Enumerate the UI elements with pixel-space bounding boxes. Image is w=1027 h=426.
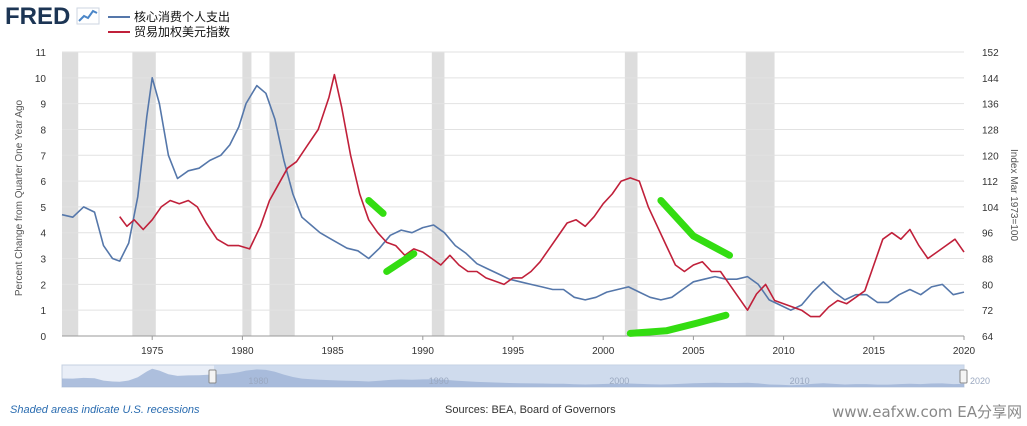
fred-logo-graph-icon: [76, 7, 100, 25]
y-right-tick-label: 72: [982, 306, 994, 317]
x-tick-label: 1995: [502, 346, 525, 357]
recession-band-2: [242, 52, 252, 336]
annotation-stroke-0: [365, 197, 387, 217]
recession-band-4: [431, 52, 445, 336]
series-line-dollar-index: [119, 73, 965, 318]
series-layer: [61, 73, 965, 318]
annotation-stroke-1: [383, 250, 418, 275]
navigator-tick-label: 1980: [248, 376, 268, 386]
y-right-tick-label: 152: [982, 48, 999, 59]
navigator-area: [62, 368, 964, 387]
y-right-tick-label: 104: [982, 203, 999, 214]
legend-label-core-pce: 核心消费个人支出: [134, 10, 230, 24]
navigator-tick-label: 2020: [970, 376, 990, 386]
navigator-handle-right[interactable]: [959, 369, 968, 384]
x-tick-label: 1980: [231, 346, 254, 357]
x-tick-label: 2000: [592, 346, 615, 357]
y-right-tick-label: 136: [982, 100, 999, 111]
y-axis-right-ticks: 64 72 80 88 96 104 112 120 128 136 144 152: [982, 48, 999, 343]
x-tick-label: 2015: [863, 346, 886, 357]
y-right-tick-label: 96: [982, 229, 994, 240]
y-left-tick-label: 7: [40, 151, 46, 162]
y-left-tick-label: 4: [40, 229, 46, 240]
recession-band-6: [745, 52, 775, 336]
navigator-ticks: 1980 1990 2000 2010 2020: [248, 376, 990, 386]
x-tick-label: 1990: [412, 346, 435, 357]
navigator[interactable]: 1980 1990 2000 2010 2020: [61, 364, 990, 388]
y-right-tick-label: 80: [982, 280, 994, 291]
navigator-handle-left[interactable]: [208, 369, 217, 384]
y-left-tick-label: 8: [40, 125, 46, 136]
y-right-tick-label: 144: [982, 74, 999, 85]
x-tick-label: 1975: [141, 346, 164, 357]
y-right-tick-label: 112: [982, 177, 998, 188]
y-right-tick-label: 128: [982, 125, 999, 136]
y-axis-left-title: Percent Change from Quarter One Year Ago: [14, 99, 25, 296]
x-axis-ticks: 1975 1980 1985 1990 1995 2000 2005 2010 2015 2020: [141, 336, 976, 357]
sources-text: Sources: BEA, Board of Governors: [445, 404, 616, 416]
recession-band-0: [62, 52, 79, 336]
watermark: www.eafxw.com EA分享网: [832, 403, 1022, 421]
gridlines: [62, 51, 964, 337]
navigator-tick-label: 2010: [790, 376, 810, 386]
x-tick-label: 2020: [953, 346, 976, 357]
y-left-tick-label: 6: [40, 177, 46, 188]
y-right-tick-label: 64: [982, 332, 994, 343]
y-left-tick-label: 1: [40, 306, 46, 317]
recession-band-5: [624, 52, 638, 336]
y-left-tick-label: 2: [40, 280, 46, 291]
x-tick-label: 1985: [321, 346, 344, 357]
y-right-tick-label: 88: [982, 255, 994, 266]
annotation-stroke-2: [657, 197, 733, 259]
navigator-tick-label: 2000: [609, 376, 629, 386]
y-left-tick-label: 10: [35, 74, 47, 85]
navigator-tick-label: 1990: [429, 376, 449, 386]
y-left-tick-label: 9: [40, 100, 46, 111]
recession-band-1: [132, 52, 156, 336]
annotation-strokes: [365, 197, 733, 337]
y-left-tick-label: 3: [40, 255, 46, 266]
y-axis-right-title: Index Mar 1973=100: [1008, 149, 1019, 241]
y-axis-left-ticks: 0 1 2 3 4 5 6 7 8 9 10 11: [35, 48, 47, 343]
recession-note: Shaded areas indicate U.S. recessions: [10, 404, 200, 416]
y-left-tick-label: 11: [36, 48, 47, 59]
y-left-tick-label: 5: [40, 203, 46, 214]
x-tick-label: 2005: [682, 346, 705, 357]
fred-logo: FRED: [5, 3, 100, 30]
legend-label-dollar-index: 贸易加权美元指数: [134, 24, 230, 39]
y-left-tick-label: 0: [40, 332, 46, 343]
annotation-stroke-3: [626, 311, 730, 337]
y-right-tick-label: 120: [982, 151, 999, 162]
legend: 核心消费个人支出 贸易加权美元指数: [108, 10, 230, 39]
fred-logo-text: FRED: [5, 3, 70, 30]
recession-bands: [62, 52, 775, 336]
series-line-core-pce: [61, 77, 965, 312]
x-tick-label: 2010: [772, 346, 795, 357]
